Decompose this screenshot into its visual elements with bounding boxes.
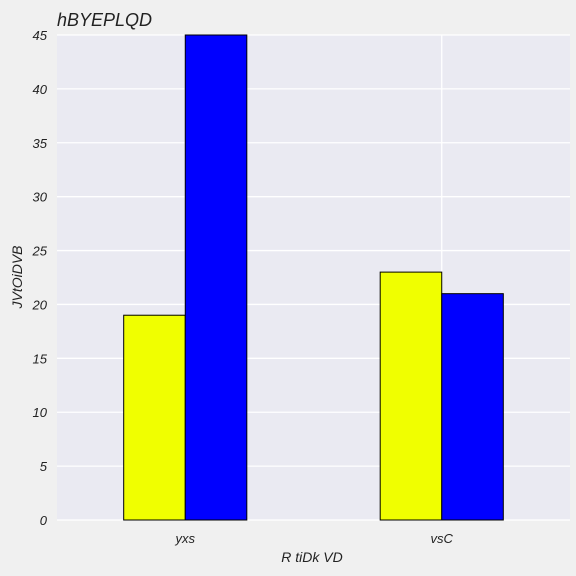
y-tick-label: 0 <box>40 513 48 528</box>
y-tick-label: 30 <box>33 190 48 205</box>
y-tick-label: 40 <box>33 82 48 97</box>
bars <box>123 34 504 521</box>
y-tick-label: 35 <box>33 136 48 151</box>
y-tick-label: 15 <box>33 351 48 366</box>
bar-yxs-series-1 <box>123 314 186 521</box>
y-tick-label: 10 <box>33 405 48 420</box>
y-tick-label: 45 <box>33 28 48 43</box>
y-axis-ticks: 0 5 10 15 20 25 30 35 40 45 <box>32 28 48 528</box>
y-tick-label: 20 <box>32 297 48 312</box>
y-tick-label: 25 <box>32 244 48 259</box>
bar-vsC-series-2 <box>441 293 504 521</box>
x-axis-label: R tiDk VD <box>281 549 342 565</box>
chart-title: hBYEPLQD <box>57 10 152 30</box>
y-tick-label: 5 <box>40 459 48 474</box>
y-axis-label: JVtOiDVB <box>9 245 25 309</box>
x-tick-label: yxs <box>175 531 196 546</box>
x-tick-label: vsC <box>431 531 454 546</box>
bar-vsC-series-1 <box>379 271 443 521</box>
bar-yxs-series-2 <box>184 34 248 521</box>
x-axis-ticks: yxs vsC <box>175 531 454 546</box>
